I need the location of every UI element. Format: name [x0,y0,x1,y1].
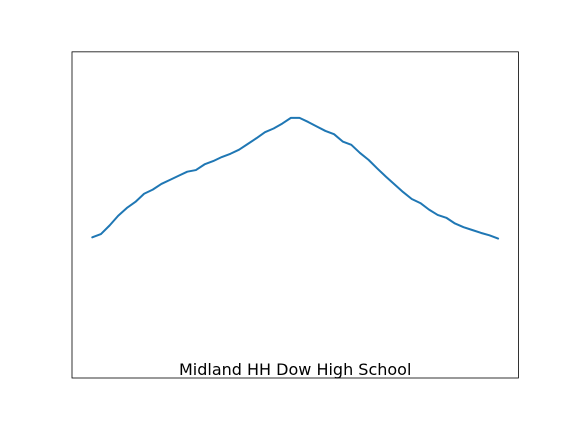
plot-area-frame [71,51,519,379]
chart-title: Midland HH Dow High School [179,360,411,379]
series-layer [91,116,500,240]
series-line-0 [91,116,500,240]
